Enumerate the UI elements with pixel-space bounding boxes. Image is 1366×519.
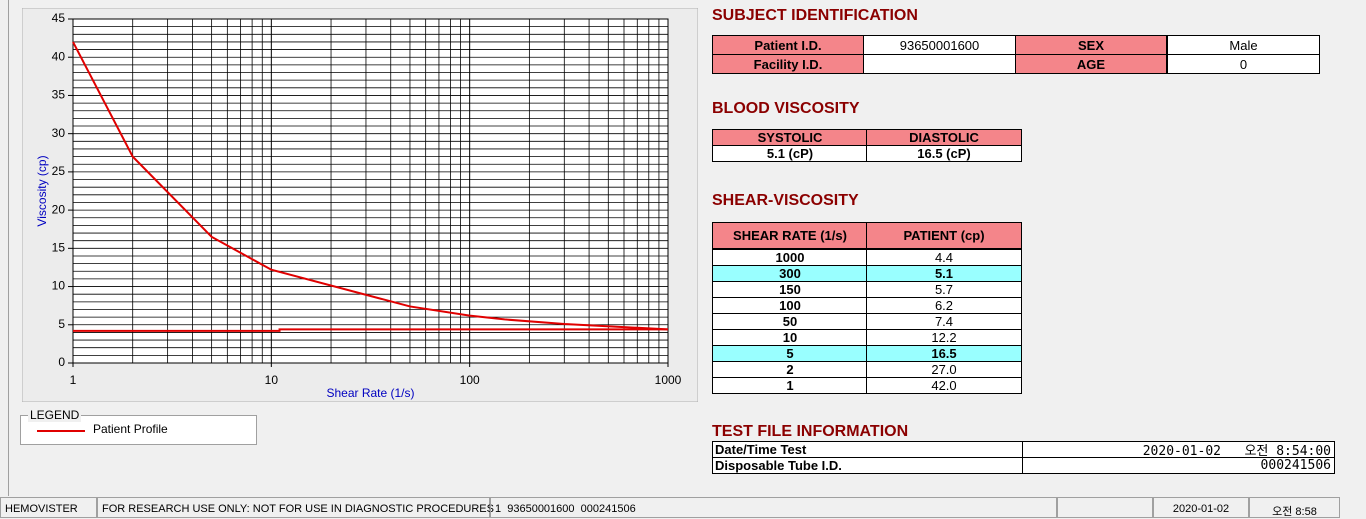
data-line — [73, 328, 668, 332]
column-header: DIASTOLIC — [866, 129, 1022, 146]
table-cell: Date/Time Test — [712, 441, 1023, 458]
column-header: SYSTOLIC — [712, 129, 868, 146]
table-cell: 6.2 — [866, 297, 1022, 314]
legend-title: LEGEND — [28, 408, 82, 422]
table-cell: 27.0 — [866, 361, 1022, 378]
x-tick-label: 100 — [460, 373, 480, 387]
table-cell: 5.7 — [866, 281, 1022, 298]
field-value: Male — [1167, 35, 1320, 55]
y-tick-label: 25 — [52, 164, 66, 178]
field-value: 0 — [1167, 54, 1320, 74]
y-tick-label: 30 — [52, 126, 66, 140]
y-tick-label: 45 — [52, 11, 66, 25]
table-cell: 5 — [712, 345, 868, 362]
y-tick-label: 10 — [52, 279, 66, 293]
section-title: TEST FILE INFORMATION — [712, 423, 909, 440]
table-cell: 16.5 — [866, 345, 1022, 362]
table-cell: 1 — [712, 377, 868, 394]
field-label: Patient I.D. — [712, 35, 864, 55]
y-tick-label: 20 — [52, 202, 66, 216]
field-value: 93650001600 — [863, 35, 1016, 55]
field-label: AGE — [1015, 54, 1167, 74]
chart: 0 5 10 15 20 25 30 35 40 45 1 10 100 1000 Shear Rate (… — [22, 8, 698, 402]
column-header: SHEAR RATE (1/s) — [712, 222, 868, 249]
table-cell: 7.4 — [866, 313, 1022, 330]
section-title: SHEAR-VISCOSITY — [712, 192, 859, 209]
table-cell: 10 — [712, 329, 868, 346]
frame — [8, 0, 9, 496]
table-cell: 5.1 — [866, 265, 1022, 282]
y-tick-label: 15 — [52, 241, 66, 255]
status-cell: 2020-01-02 — [1153, 497, 1249, 518]
legend-label: Patient Profile — [93, 422, 168, 436]
field-value — [863, 54, 1016, 74]
legend-swatch — [37, 430, 85, 432]
data-line — [72, 41, 669, 331]
table-cell: Disposable Tube I.D. — [712, 457, 1023, 474]
y-tick-label: 5 — [58, 317, 65, 331]
status-cell: FOR RESEARCH USE ONLY: NOT FOR USE IN DI… — [97, 497, 494, 518]
status-cell: HEMOVISTER — [0, 497, 97, 518]
y-tick-label: 40 — [52, 49, 66, 63]
column-header: PATIENT (cp) — [866, 222, 1022, 249]
status-cell: 1 93650001600 000241506 — [490, 497, 1057, 518]
y-tick-label: 0 — [58, 355, 65, 369]
table-cell: 000241506 — [1022, 457, 1335, 474]
table-cell: 2 — [712, 361, 868, 378]
x-tick-label: 10 — [265, 373, 279, 387]
table-cell: 150 — [712, 281, 868, 298]
status-cell — [1057, 497, 1153, 518]
table-cell: 300 — [712, 265, 868, 282]
table-cell: 4.4 — [866, 249, 1022, 266]
status-cell: 오전 8:58 — [1249, 497, 1340, 518]
y-axis-title: Viscosity (cp) — [35, 155, 49, 226]
x-axis-title: Shear Rate (1/s) — [326, 386, 414, 400]
value-cell: 5.1 (cP) — [712, 145, 868, 162]
table-cell: 12.2 — [866, 329, 1022, 346]
plot-area — [72, 18, 669, 364]
table-cell: 2020-01-02 오전 8:54:00 — [1022, 441, 1335, 458]
x-tick-label: 1000 — [655, 373, 682, 387]
field-label: SEX — [1015, 35, 1167, 55]
section-title: BLOOD VISCOSITY — [712, 100, 860, 117]
x-tick-label: 1 — [70, 373, 77, 387]
y-tick-label: 35 — [52, 88, 66, 102]
table-cell: 50 — [712, 313, 868, 330]
field-label: Facility I.D. — [712, 54, 864, 74]
table-cell: 1000 — [712, 249, 868, 266]
table-cell: 42.0 — [866, 377, 1022, 394]
section-title: SUBJECT IDENTIFICATION — [712, 7, 918, 24]
value-cell: 16.5 (cP) — [866, 145, 1022, 162]
table-cell: 100 — [712, 297, 868, 314]
